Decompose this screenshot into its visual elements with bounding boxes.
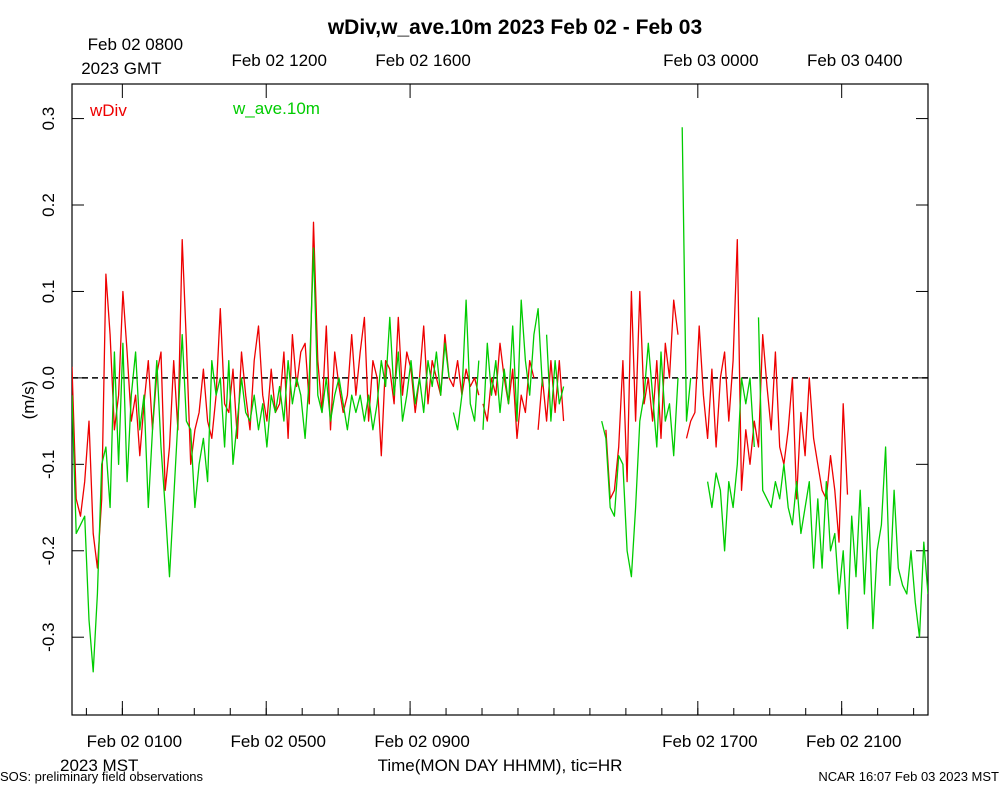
- y-tick-label: 0.3: [39, 107, 58, 131]
- series-line-segment: [452, 299, 480, 431]
- series-line-segment: [757, 317, 928, 638]
- top-tick-label: Feb 02 0800: [88, 35, 183, 54]
- top-tick-label: Feb 03 0000: [663, 51, 758, 70]
- legend-label-wdiv: wDiv: [89, 101, 127, 120]
- top-tick-label: Feb 02 1200: [231, 51, 326, 70]
- x-tick-label: Feb 02 2100: [806, 732, 901, 751]
- footer-left: SOS: preliminary field observations: [0, 769, 204, 784]
- series-line-segment: [545, 334, 565, 422]
- series-line-segment: [72, 247, 450, 673]
- series-line-segment: [706, 377, 755, 552]
- y-axis-labels: 0.3 0.2 0.1 0.0 -0.1 -0.2 -0.3: [39, 107, 58, 652]
- x-tick-label: Feb 02 0100: [87, 732, 182, 751]
- footer-right: NCAR 16:07 Feb 03 2023 MST: [818, 769, 999, 784]
- y-tick-label: 0.1: [39, 280, 58, 304]
- top-tick-label: Feb 02 1600: [375, 51, 470, 70]
- series-line-segment: [681, 127, 692, 422]
- series-line-segment: [685, 238, 849, 543]
- y-tick-label: -0.3: [39, 623, 58, 652]
- x-axis-label: Time(MON DAY HHMM), tic=HR: [378, 756, 623, 775]
- y-tick-label: -0.2: [39, 536, 58, 565]
- axis-ticks: [72, 84, 928, 715]
- x-tick-label: Feb 02 1700: [662, 732, 757, 751]
- bottom-axis-labels: Feb 02 0100 Feb 02 0500 Feb 02 0900 Feb 02 …: [87, 732, 902, 751]
- x-tick-label: Feb 02 0900: [374, 732, 469, 751]
- series-line-segment: [601, 342, 679, 578]
- series-w-ave-10m: [72, 127, 928, 673]
- chart-title: wDiv,w_ave.10m 2023 Feb 02 - Feb 03: [327, 16, 702, 39]
- y-axis-label: (m/s): [19, 381, 38, 420]
- legend-label-w-ave: w_ave.10m: [232, 99, 320, 118]
- series-line-segment: [605, 290, 679, 500]
- bottom-axis-sublabel: 2023 MST: [60, 756, 138, 775]
- x-tick-label: Feb 02 0500: [230, 732, 325, 751]
- series-line-segment: [72, 221, 480, 569]
- y-tick-label: 0.0: [39, 366, 58, 390]
- series-wdiv: [72, 221, 849, 569]
- series-line-segment: [482, 299, 544, 430]
- top-axis-sublabel: 2023 GMT: [81, 59, 161, 78]
- top-axis-labels: Feb 02 0800 2023 GMT Feb 02 1200 Feb 02 160…: [81, 35, 902, 78]
- series-layer: [72, 127, 928, 673]
- y-tick-label: 0.2: [39, 193, 58, 217]
- top-tick-label: Feb 03 0400: [807, 51, 902, 70]
- y-tick-label: -0.1: [39, 450, 58, 479]
